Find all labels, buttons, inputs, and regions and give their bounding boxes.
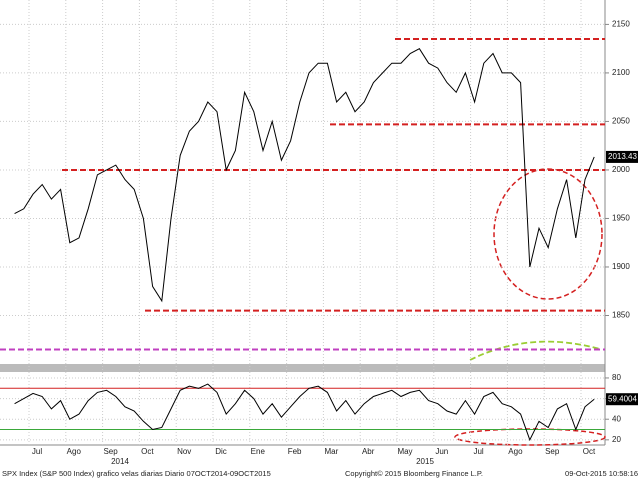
x-tick-label: Nov	[177, 447, 191, 456]
x-tick-label: Jun	[435, 447, 448, 456]
x-tick-label: Jul	[473, 447, 483, 456]
x-tick-label: Mar	[325, 447, 339, 456]
x-tick-label: Jul	[32, 447, 42, 456]
y-tick-label: 40	[612, 414, 621, 423]
footer-center: Copyright© 2015 Bloomberg Finance L.P.	[345, 469, 483, 478]
x-tick-label: Ago	[67, 447, 82, 456]
y-tick-label: 20	[612, 435, 621, 444]
y-tick-label: 1950	[612, 214, 630, 223]
x-tick-label: Ago	[508, 447, 523, 456]
y-tick-label: 2000	[612, 165, 630, 174]
x-tick-label: Feb	[288, 447, 302, 456]
y-tick-label: 2100	[612, 68, 630, 77]
last-value-label: 59.4004	[608, 394, 637, 403]
x-tick-label: Oct	[583, 447, 596, 456]
x-tick-label: Abr	[362, 447, 375, 456]
footer-left: SPX Index (S&P 500 Index) grafico velas …	[2, 469, 271, 478]
last-value-box	[606, 393, 638, 406]
x-tick-label: Dic	[215, 447, 227, 456]
panel-divider	[0, 364, 605, 372]
annotation-arc	[469, 340, 601, 361]
x-tick-label: May	[397, 447, 412, 456]
annotation-circle	[454, 428, 606, 446]
last-value-label: 2013.43	[608, 152, 637, 161]
y-tick-label: 2150	[612, 20, 630, 29]
footer-right: 09-Oct-2015 10:58:16	[565, 469, 638, 478]
last-value-box	[606, 150, 638, 163]
price-line	[14, 48, 595, 303]
year-label: 2014	[111, 457, 129, 466]
y-tick-label: 2050	[612, 117, 630, 126]
x-tick-label: Ene	[251, 447, 266, 456]
x-tick-label: Sep	[103, 447, 118, 456]
year-label: 2015	[416, 457, 434, 466]
x-tick-label: Oct	[141, 447, 154, 456]
y-tick-label: 1900	[612, 262, 630, 271]
y-tick-label: 80	[612, 373, 621, 382]
x-tick-label: Sep	[545, 447, 560, 456]
y-tick-label: 1850	[612, 311, 630, 320]
price-line	[14, 383, 595, 442]
